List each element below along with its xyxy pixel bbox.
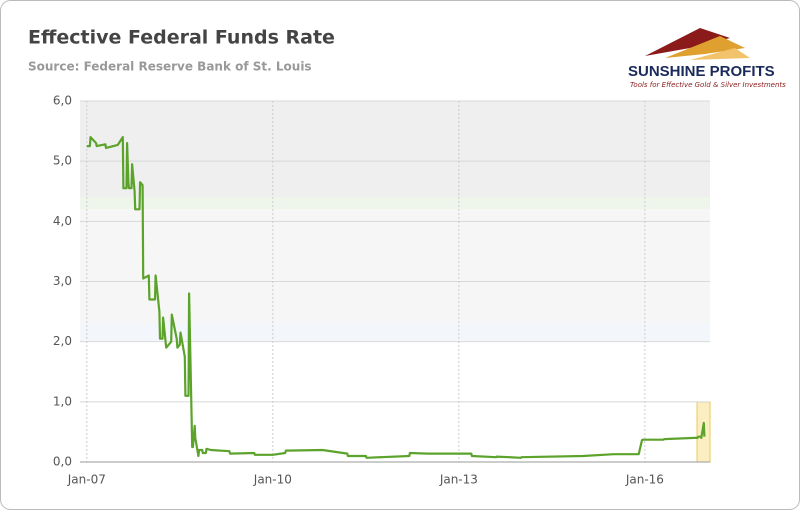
background-bands <box>80 101 710 341</box>
band <box>80 209 710 323</box>
logo-ray <box>645 28 730 56</box>
logo: SUNSHINE PROFITS Tools for Effective Gol… <box>628 28 786 89</box>
band <box>80 197 710 209</box>
x-tick-label: Jan-13 <box>439 473 478 487</box>
y-tick-label: 6,0 <box>53 94 72 108</box>
x-tick-label: Jan-16 <box>625 473 664 487</box>
logo-ray <box>665 36 745 58</box>
logo-name: SUNSHINE PROFITS <box>628 63 775 80</box>
y-tick-label: 2,0 <box>53 334 72 348</box>
y-tick-label: 0,0 <box>53 455 72 469</box>
band <box>80 101 710 197</box>
band <box>80 323 710 341</box>
y-tick-label: 1,0 <box>53 394 72 408</box>
logo-ray <box>690 48 750 60</box>
y-tick-label: 3,0 <box>53 274 72 288</box>
y-tick-label: 4,0 <box>53 214 72 228</box>
chart-subtitle: Source: Federal Reserve Bank of St. Loui… <box>28 60 312 74</box>
chart-title: Effective Federal Funds Rate <box>28 27 335 49</box>
line-series <box>86 136 706 459</box>
logo-tagline: Tools for Effective Gold & Silver Invest… <box>630 81 786 89</box>
x-tick-label: Jan-07 <box>67 473 106 487</box>
x-tick-label: Jan-10 <box>253 473 292 487</box>
y-tick-label: 5,0 <box>53 154 72 168</box>
